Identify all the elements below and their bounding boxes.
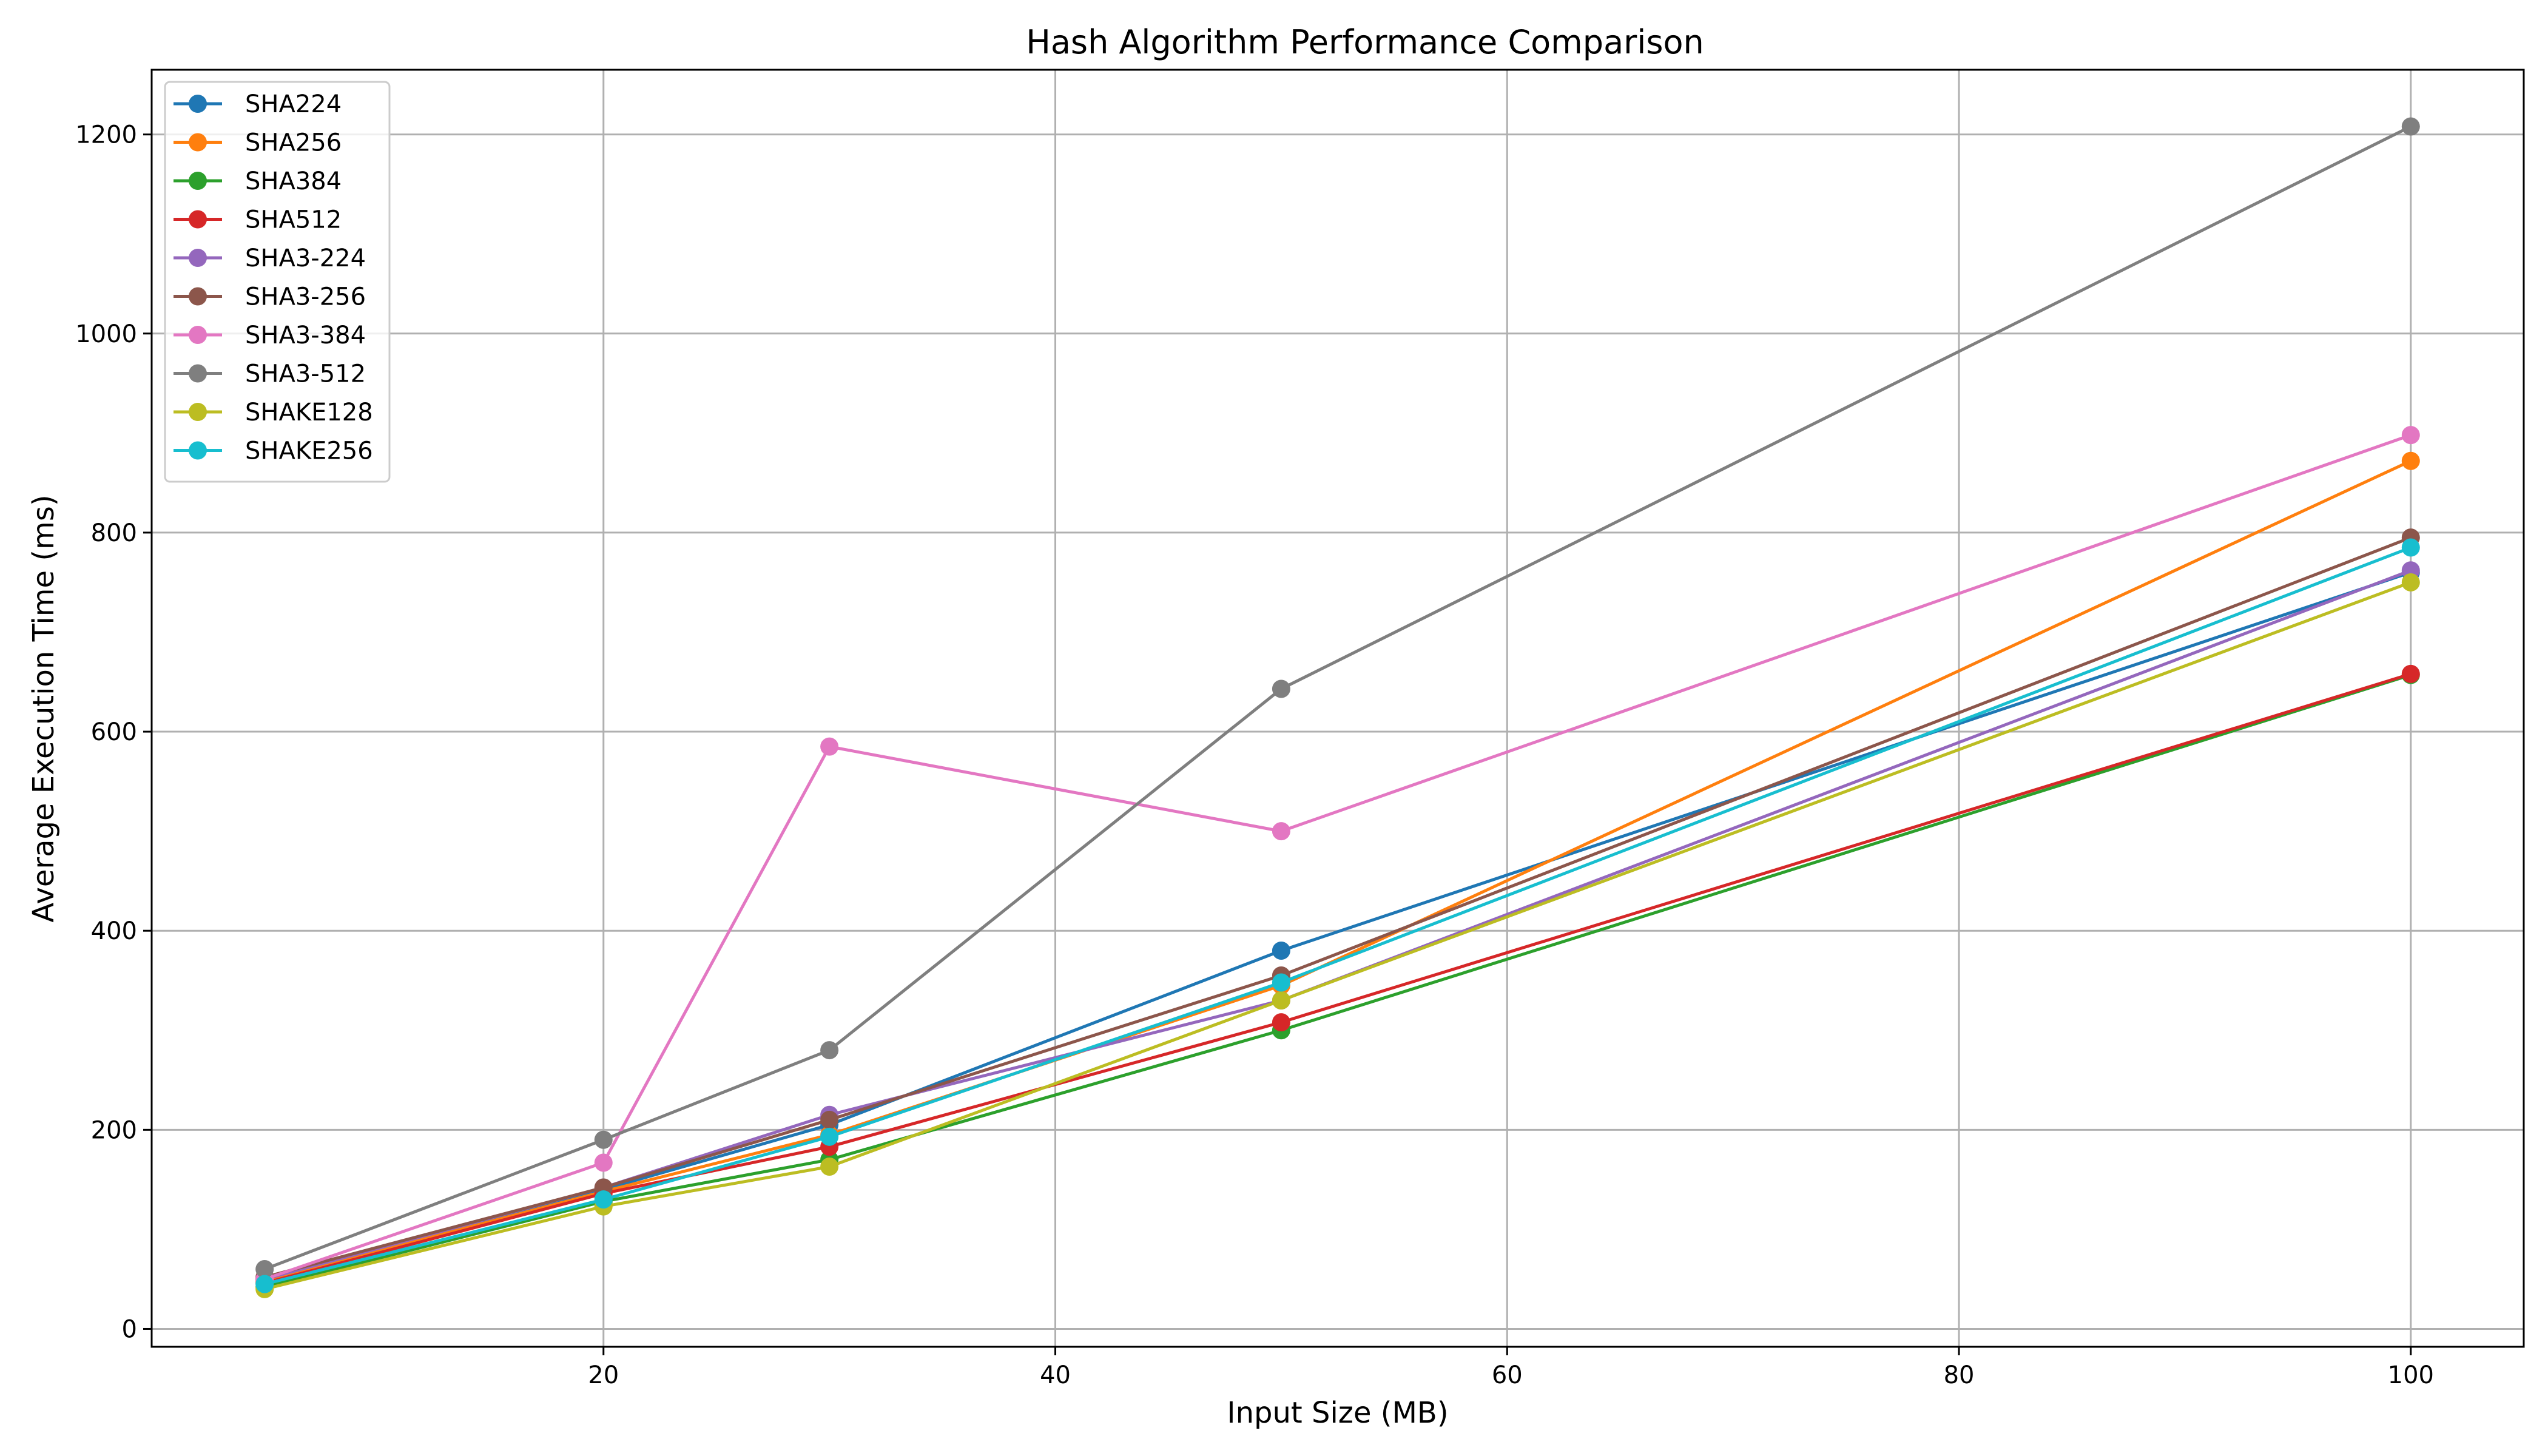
legend-label: SHA256 xyxy=(245,129,342,157)
legend-entry: SHA384 xyxy=(174,167,342,195)
data-point xyxy=(2401,451,2420,470)
data-point xyxy=(1272,679,1290,698)
legend-entry: SHA3-224 xyxy=(174,244,366,272)
grid xyxy=(152,70,2524,1347)
legend-marker xyxy=(189,326,207,344)
legend-entry: SHA256 xyxy=(174,129,342,157)
x-tick-label: 100 xyxy=(2388,1361,2434,1389)
series-sha256 xyxy=(255,451,2420,1290)
data-point xyxy=(255,1275,274,1293)
legend-label: SHA224 xyxy=(245,90,342,118)
y-tick-label: 600 xyxy=(91,718,137,746)
data-point xyxy=(1272,822,1290,841)
series-sha3-256 xyxy=(255,528,2420,1287)
data-point xyxy=(820,1158,839,1176)
chart-title: Hash Algorithm Performance Comparison xyxy=(1026,23,1704,61)
legend-label: SHA3-512 xyxy=(245,360,366,388)
data-point xyxy=(594,1190,613,1209)
x-tick-label: 20 xyxy=(588,1361,619,1389)
legend-entry: SHAKE256 xyxy=(174,437,373,465)
y-tick-label: 1000 xyxy=(75,320,137,348)
legend-marker xyxy=(189,287,207,306)
data-point xyxy=(1272,991,1290,1010)
legend: SHA224 SHA256 SHA384 SHA512 SHA3-224 SHA3-256… xyxy=(164,81,391,483)
series-line xyxy=(264,125,2412,1271)
series-line xyxy=(264,571,2412,1281)
legend-label: SHAKE128 xyxy=(245,399,373,426)
series-sha3-384 xyxy=(255,426,2420,1289)
series-line xyxy=(264,581,2412,1291)
y-axis-label: Average Execution Time (ms) xyxy=(27,494,61,922)
series-shake128 xyxy=(255,573,2420,1298)
data-point xyxy=(820,737,839,756)
legend-marker xyxy=(189,210,207,229)
y-tick-label: 800 xyxy=(91,519,137,547)
legend-label: SHA3-224 xyxy=(245,244,366,272)
data-point xyxy=(1272,1013,1290,1032)
series-sha224 xyxy=(255,563,2420,1289)
series-line xyxy=(264,536,2412,1279)
legend-label: SHA384 xyxy=(245,167,342,195)
legend-marker xyxy=(189,172,207,190)
legend-label: SHA512 xyxy=(245,206,342,234)
data-point xyxy=(1272,973,1290,992)
y-tick-label: 1200 xyxy=(75,121,137,149)
x-tick-label: 80 xyxy=(1944,1361,1975,1389)
legend-entry: SHA3-384 xyxy=(174,322,366,349)
data-point xyxy=(820,1041,839,1060)
x-tick-label: 40 xyxy=(1040,1361,1071,1389)
y-tick-label: 0 xyxy=(122,1315,137,1343)
legend-entry: SHA3-512 xyxy=(174,360,366,388)
plot-frame xyxy=(150,69,2525,1348)
data-point xyxy=(2401,664,2420,683)
series-layer xyxy=(255,117,2420,1298)
y-tick-label: 200 xyxy=(91,1116,137,1144)
legend-entry: SHAKE128 xyxy=(174,399,373,426)
legend-marker xyxy=(189,133,207,152)
series-line xyxy=(264,459,2412,1283)
series-line xyxy=(264,433,2412,1281)
x-axis: 20 40 60 80 100 xyxy=(588,1347,2434,1389)
legend-label: SHA3-384 xyxy=(245,322,366,349)
series-line xyxy=(264,546,2412,1286)
data-point xyxy=(594,1153,613,1172)
data-point xyxy=(2401,117,2420,136)
legend-entry: SHA3-256 xyxy=(174,283,366,311)
legend-marker xyxy=(189,364,207,383)
legend-marker xyxy=(189,441,207,460)
legend-entry: SHA224 xyxy=(174,90,342,118)
x-tick-label: 60 xyxy=(1492,1361,1523,1389)
data-point xyxy=(2401,573,2420,592)
legend-marker xyxy=(189,249,207,267)
data-point xyxy=(255,1260,274,1279)
legend-entry: SHA512 xyxy=(174,206,342,234)
series-line xyxy=(264,568,2412,1281)
series-sha3-512 xyxy=(255,117,2420,1279)
y-axis: 0 200 400 600 800 1000 1200 xyxy=(75,121,152,1343)
x-axis-label: Input Size (MB) xyxy=(1227,1396,1448,1430)
data-point xyxy=(820,1127,839,1146)
data-point xyxy=(594,1130,613,1149)
data-point xyxy=(820,1110,839,1129)
data-point xyxy=(1272,942,1290,960)
y-tick-label: 400 xyxy=(91,917,137,945)
series-shake256 xyxy=(255,538,2420,1293)
data-point xyxy=(2401,538,2420,557)
legend-label: SHAKE256 xyxy=(245,437,373,465)
legend-marker xyxy=(189,403,207,421)
legend-marker xyxy=(189,95,207,113)
data-point xyxy=(2401,426,2420,445)
legend-label: SHA3-256 xyxy=(245,283,366,311)
